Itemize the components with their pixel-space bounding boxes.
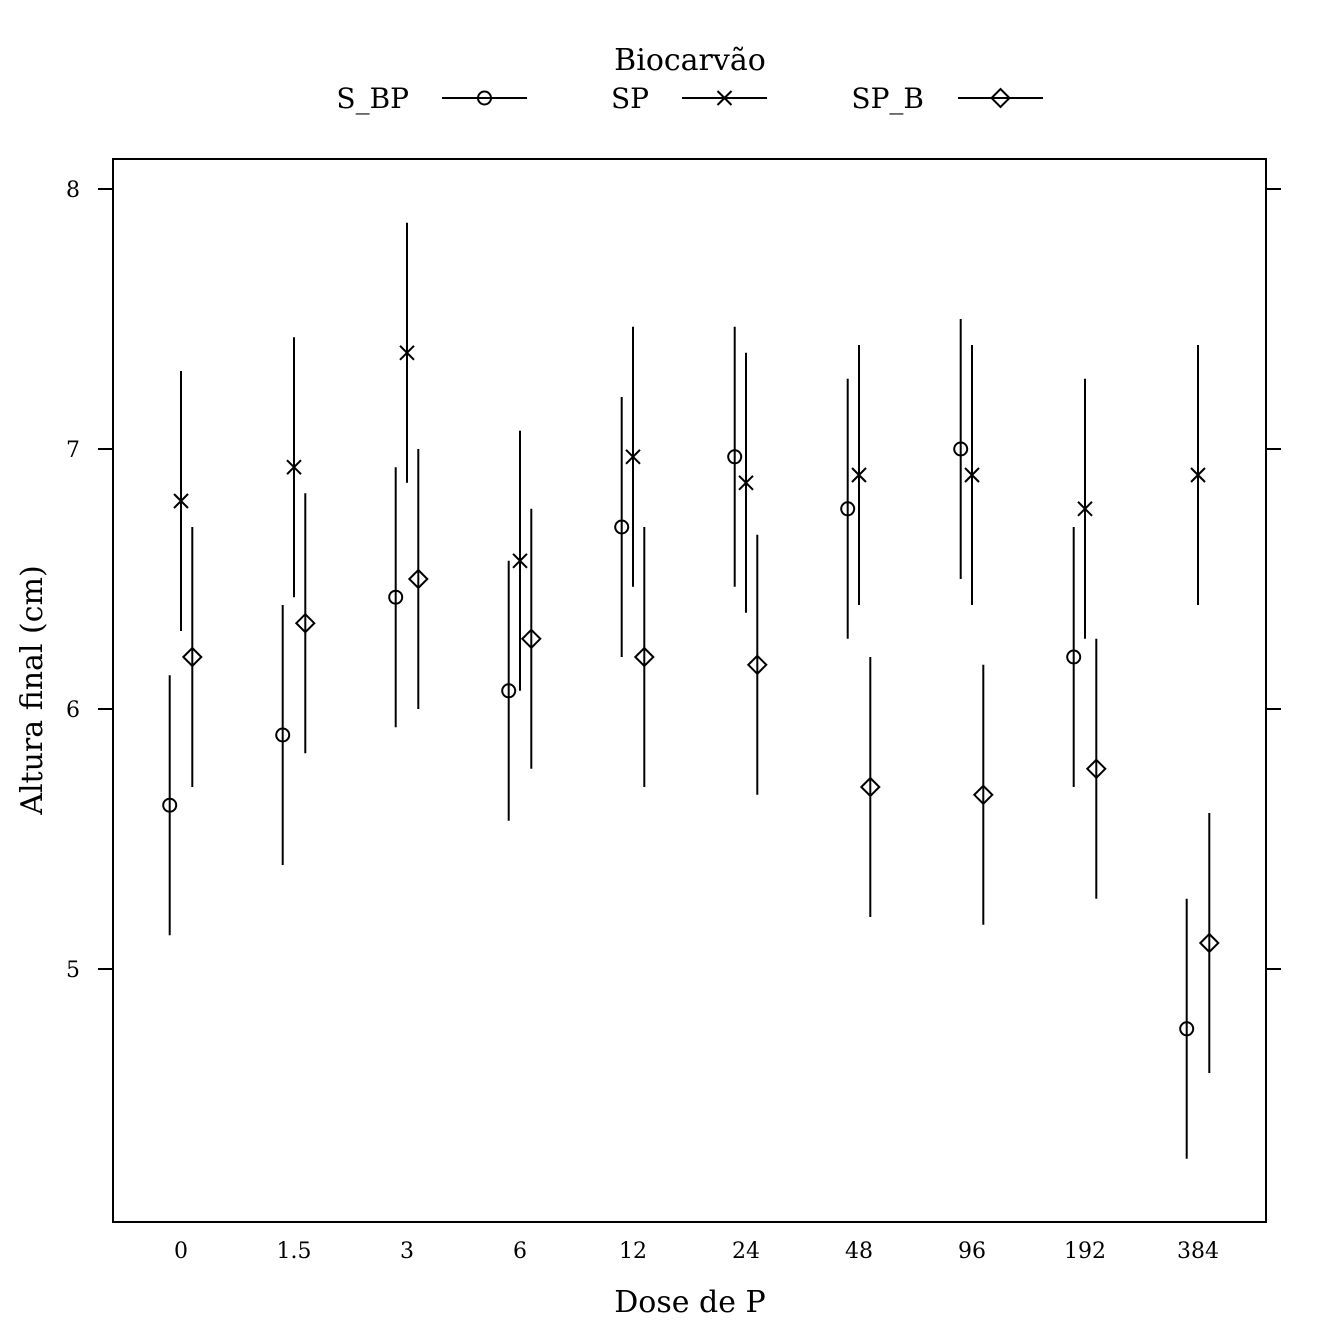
x-tick-label: 1.5: [277, 1239, 312, 1264]
data-point: [859, 776, 881, 798]
data-point: [181, 646, 203, 668]
series-SP: [173, 222, 1206, 691]
x-tick-label: 0: [174, 1239, 188, 1264]
x-tick-label: 6: [513, 1239, 527, 1264]
data-point: [953, 441, 969, 457]
data-point: [851, 467, 867, 483]
data-point: [972, 784, 994, 806]
data-point: [1066, 649, 1082, 665]
x-tick-label: 12: [619, 1239, 647, 1264]
x-tick-label: 192: [1064, 1239, 1106, 1264]
data-point: [520, 628, 542, 650]
data-point: [1190, 467, 1206, 483]
x-tick-label: 24: [732, 1239, 760, 1264]
y-tick-label: 8: [66, 178, 80, 203]
x-axis-label: Dose de P: [614, 1285, 765, 1320]
data-point: [625, 449, 641, 465]
x-tick-label: 96: [958, 1239, 986, 1264]
data-point: [512, 553, 528, 569]
series-S_BP: [162, 319, 1195, 1159]
legend-marker: [990, 87, 1011, 109]
data-point: [1198, 932, 1220, 954]
legend: Biocarvão S_BP SP SP_B: [336, 43, 1043, 115]
x-tick-label: 3: [400, 1239, 414, 1264]
data-point: [294, 612, 316, 634]
data-point: [1179, 1021, 1195, 1037]
data-point: [738, 475, 754, 491]
data-point: [964, 467, 980, 483]
series-SP_B: [181, 449, 1220, 1073]
data-point: [614, 519, 630, 535]
data-point: [1077, 501, 1093, 517]
data-point: [746, 654, 768, 676]
data-point: [162, 797, 178, 813]
y-tick-label: 5: [66, 958, 80, 983]
data-point: [1085, 758, 1107, 780]
legend-marker: [716, 90, 733, 106]
data-point: [275, 727, 291, 743]
legend-item: SP: [611, 82, 767, 115]
legend-marker: [477, 90, 492, 106]
x-tick-label: 384: [1177, 1239, 1219, 1264]
legend-label: SP: [611, 82, 649, 115]
legend-title: Biocarvão: [614, 43, 766, 78]
data-marks: [162, 222, 1220, 1159]
data-point: [633, 646, 655, 668]
legend-label: SP_B: [851, 82, 924, 115]
x-tick-label: 48: [845, 1239, 873, 1264]
legend-items: S_BP SP SP_B: [336, 82, 1043, 115]
data-point: [173, 493, 189, 509]
y-axis: 5 6 7 8: [66, 178, 1281, 983]
data-point: [840, 501, 856, 517]
y-axis-label: Altura final (cm): [15, 565, 50, 815]
y-tick-label: 6: [66, 698, 80, 723]
data-point: [501, 683, 517, 699]
data-point: [399, 345, 415, 361]
legend-label: S_BP: [336, 82, 409, 115]
x-axis: 0 1.5 3 6 12 24 48 96 192 384: [174, 1239, 1219, 1264]
legend-item: S_BP: [336, 82, 527, 115]
data-point: [286, 459, 302, 475]
data-point: [407, 568, 429, 590]
y-tick-label: 7: [66, 438, 80, 463]
plot-frame: [112, 158, 1267, 1223]
data-point: [727, 449, 743, 465]
legend-item: SP_B: [851, 82, 1043, 115]
data-point: [388, 589, 404, 605]
